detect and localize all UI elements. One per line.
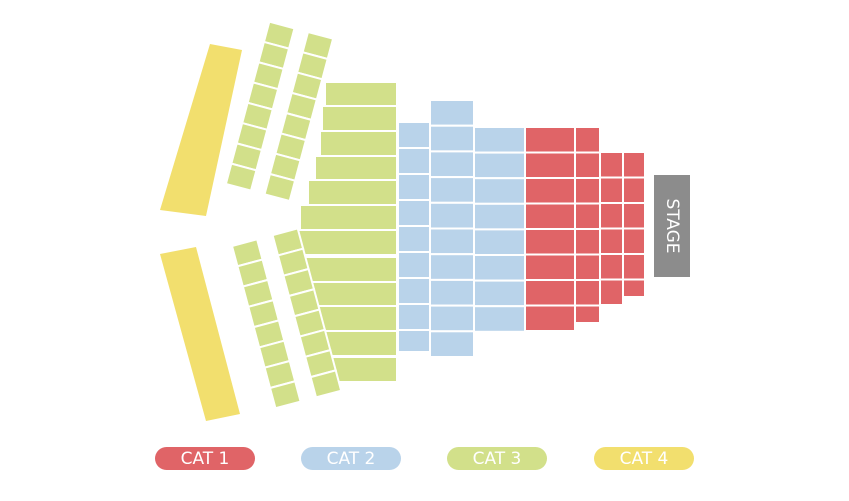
seat-block: [574, 304, 601, 324]
section-cat4-lower: [160, 247, 240, 421]
seat-block: [574, 151, 601, 179]
seat-block: [397, 147, 431, 175]
seat-block: [524, 177, 576, 205]
seat-block: [307, 179, 398, 206]
seat-block: [397, 173, 431, 201]
seat-block: [321, 105, 398, 132]
seat-block: [224, 162, 258, 192]
seat-block: [314, 305, 398, 332]
seat-block: [574, 253, 601, 281]
seat-block: [473, 228, 526, 256]
seat-block: [429, 253, 475, 281]
seat-block: [622, 278, 646, 298]
seat-block: [299, 256, 398, 283]
seat-block: [574, 279, 601, 307]
seat-block: [622, 176, 646, 204]
seat-block: [319, 130, 398, 157]
seat-block: [524, 228, 576, 256]
seat-block: [268, 380, 302, 410]
seat-block: [524, 126, 576, 154]
seat-block: [429, 330, 475, 358]
seat-block: [429, 176, 475, 204]
legend-label: CAT 3: [473, 449, 522, 469]
seat-block: [599, 278, 624, 306]
legend-label: CAT 1: [181, 449, 230, 469]
seat-block: [473, 305, 526, 333]
seat-block: [622, 253, 646, 281]
seat-block: [397, 251, 431, 279]
section-cat4-upper: [160, 44, 242, 216]
stage: [654, 175, 690, 277]
seat-block: [429, 278, 475, 307]
seat-block: [429, 201, 475, 230]
seat-block: [599, 176, 624, 204]
seat-group: [224, 20, 335, 203]
seat-block: [524, 202, 576, 230]
seat-block: [599, 227, 624, 255]
seat-group: [230, 227, 343, 410]
seat-block: [397, 225, 431, 253]
legend-label: CAT 4: [620, 449, 669, 469]
seat-block: [622, 151, 646, 179]
seat-block: [524, 304, 576, 332]
seat-block: [524, 279, 576, 307]
seat-block: [429, 124, 475, 153]
seat-block: [473, 151, 526, 180]
seat-block: [524, 151, 576, 179]
seat-block: [473, 126, 526, 154]
seat-block: [314, 155, 398, 182]
seat-block: [397, 121, 431, 149]
seat-block: [574, 202, 601, 230]
seat-block: [429, 227, 475, 256]
seat-block: [397, 303, 431, 331]
seat-block: [574, 126, 601, 154]
legend-pill: [155, 447, 255, 470]
seat-block: [263, 172, 297, 203]
legend-pill: [594, 447, 694, 470]
seat-block: [473, 202, 526, 231]
seat-block: [574, 177, 601, 205]
seat-block: [327, 356, 398, 383]
legend-pill: [301, 447, 401, 470]
legend-pill: [447, 447, 547, 470]
seat-block: [473, 254, 526, 282]
legend-label: CAT 2: [327, 449, 376, 469]
seat-block: [429, 304, 475, 333]
seat-block: [524, 253, 576, 281]
seat-block: [309, 369, 343, 399]
seat-block: [622, 202, 646, 230]
seat-block: [397, 329, 431, 353]
seat-block: [297, 229, 398, 256]
seat-block: [429, 150, 475, 179]
seat-block: [299, 204, 398, 231]
seat-block: [473, 279, 526, 308]
seat-block: [307, 281, 398, 308]
seat-block: [429, 99, 475, 127]
seat-block: [599, 202, 624, 230]
seat-block: [397, 277, 431, 305]
seating: [224, 20, 646, 410]
legend: CAT 1 CAT 2 CAT 3 CAT 4: [155, 447, 694, 470]
seat-block: [473, 177, 526, 205]
seat-block: [599, 151, 624, 179]
stage-label: STAGE: [662, 198, 682, 253]
seat-block: [397, 199, 431, 227]
seat-block: [622, 227, 646, 255]
seat-block: [324, 81, 398, 108]
seat-block: [574, 228, 601, 256]
seat-block: [599, 253, 624, 281]
